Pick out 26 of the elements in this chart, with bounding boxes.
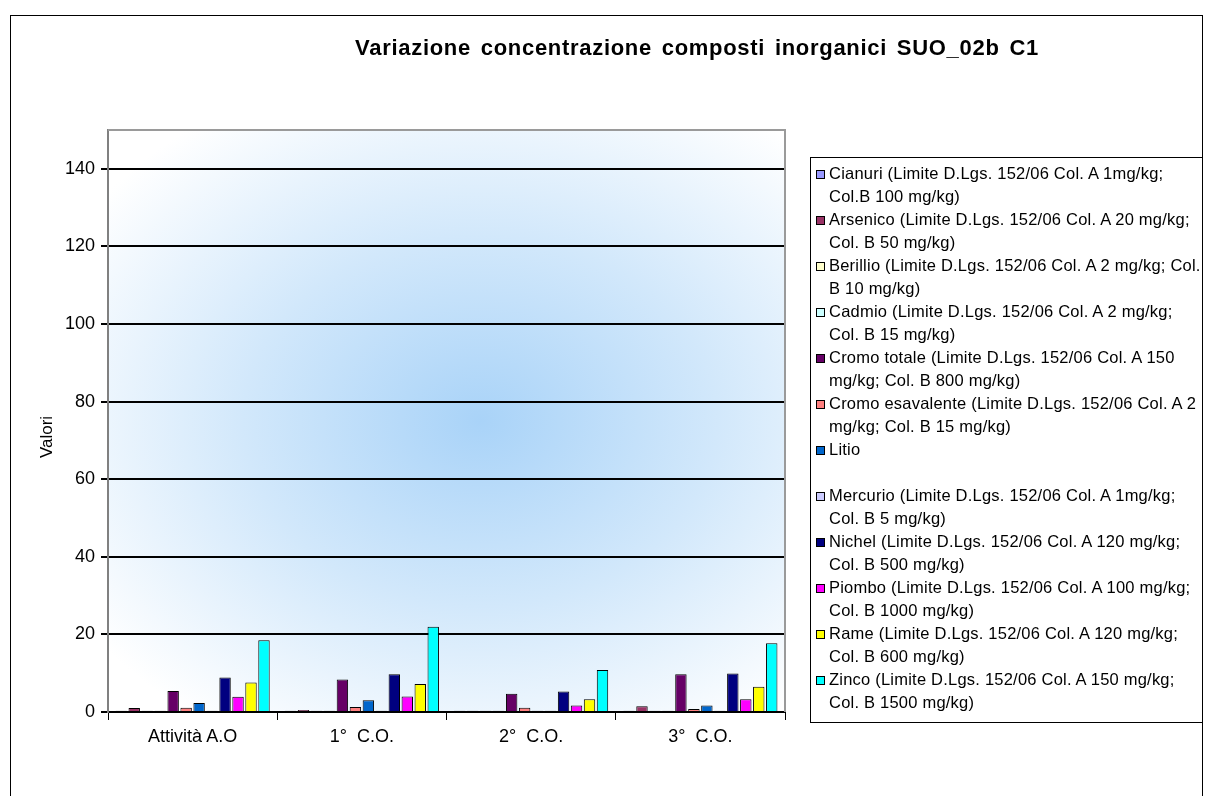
legend-label: Arsenico (Limite D.Lgs. 152/06 Col. A 20 mg/kg; Col. B 50 mg/kg)	[829, 209, 1191, 253]
legend-label: Piombo (Limite D.Lgs. 152/06 Col. A 100 mg/kg; Col. B 1000 mg/kg)	[829, 577, 1192, 621]
y-tick-label: 60	[74, 468, 95, 489]
x-tick-label: 1° C.O.	[329, 725, 394, 746]
x-tick-label: Attività A.O	[148, 725, 238, 746]
legend-label: Cromo totale (Limite D.Lgs. 152/06 Col. A 150 mg/kg; Col. B 800 mg/kg)	[829, 347, 1176, 391]
legend-label: Cianuri (Limite D.Lgs. 152/06 Col. A 1mg/kg; Col.B 100 mg/kg)	[829, 163, 1165, 207]
y-tick-label: 0	[84, 700, 95, 721]
y-tick-label: 20	[74, 623, 95, 644]
legend-label: Nichel (Limite D.Lgs. 152/06 Col. A 120 mg/kg; Col. B 500 mg/kg)	[829, 531, 1182, 575]
y-tick-label: 40	[74, 545, 95, 566]
legend-label: Rame (Limite D.Lgs. 152/06 Col. A 120 mg/kg; Col. B 600 mg/kg)	[829, 623, 1180, 667]
legend-label: Litio	[829, 439, 861, 460]
y-tick-label: 120	[64, 235, 95, 256]
chart-title: Variazione concentrazione composti inorganici SUO_02b C1	[354, 35, 1040, 61]
y-axis-title: Valori	[37, 415, 57, 459]
legend-label: Berillio (Limite D.Lgs. 152/06 Col. A 2 mg/kg; Col. B 10 mg/kg)	[829, 255, 1202, 299]
y-tick-label: 140	[64, 157, 95, 178]
y-tick-label: 100	[64, 312, 95, 333]
legend-label: Mercurio (Limite D.Lgs. 152/06 Col. A 1mg/kg; Col. B 5 mg/kg)	[829, 485, 1177, 529]
x-tick-label: 3° C.O.	[668, 725, 733, 746]
legend-label: Zinco (Limite D.Lgs. 152/06 Col. A 150 mg/kg; Col. B 1500 mg/kg)	[829, 669, 1176, 713]
legend-label: Cadmio (Limite D.Lgs. 152/06 Col. A 2 mg/kg; Col. B 15 mg/kg)	[829, 301, 1174, 345]
legend-label: Cromo esavalente (Limite D.Lgs. 152/06 Col. A 2 mg/kg; Col. B 15 mg/kg)	[829, 393, 1198, 437]
y-tick-label: 80	[74, 390, 95, 411]
x-tick-label: 2° C.O.	[499, 725, 564, 746]
